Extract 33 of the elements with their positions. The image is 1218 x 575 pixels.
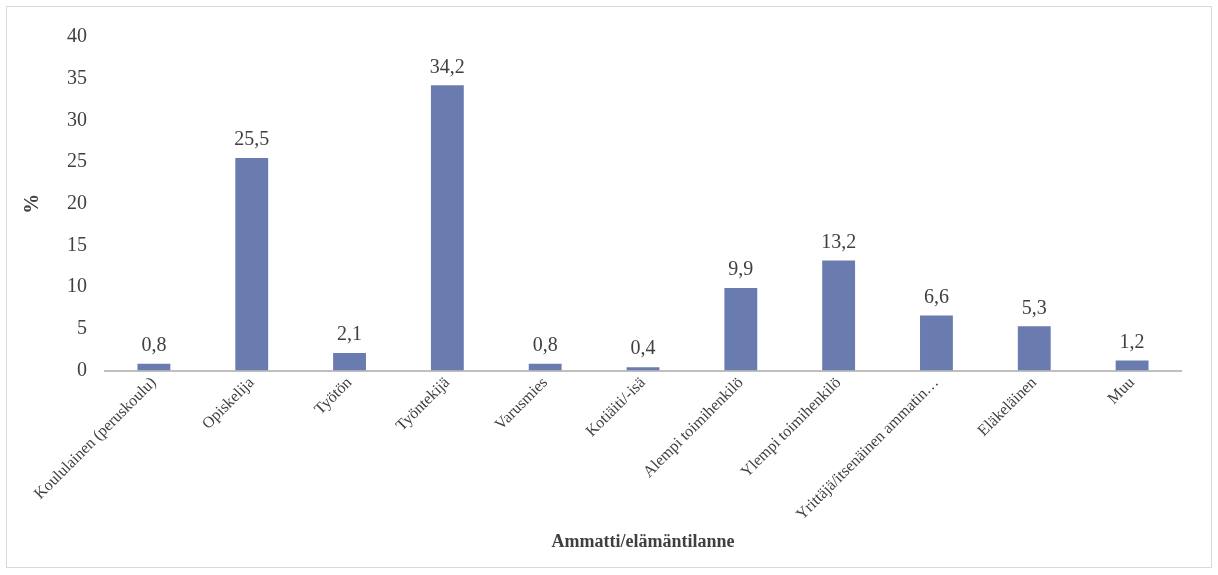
- data-label: 9,9: [728, 257, 754, 280]
- data-label: 0,4: [630, 336, 656, 359]
- y-tick-label: 30: [67, 107, 87, 130]
- x-tick-label: Muu: [1103, 373, 1138, 407]
- y-tick-label: 20: [67, 191, 87, 214]
- bar: [430, 85, 464, 371]
- y-tick-label: 40: [67, 24, 87, 47]
- bar: [528, 363, 562, 371]
- y-tick-label: 35: [67, 65, 87, 88]
- y-tick-label: 15: [67, 232, 87, 255]
- bar: [920, 315, 953, 371]
- bar: [724, 287, 758, 371]
- y-tick-label: 25: [67, 149, 87, 172]
- bar: [1115, 360, 1149, 371]
- y-tick-label: 5: [77, 316, 87, 339]
- bar: [822, 260, 856, 371]
- data-label: 0,8: [141, 333, 167, 356]
- y-tick-label: 10: [67, 274, 87, 297]
- data-label: 34,2: [429, 54, 465, 77]
- data-label: 6,6: [923, 284, 949, 307]
- bar: [1017, 326, 1051, 371]
- data-label: 2,1: [337, 322, 363, 345]
- y-axis-title: %: [20, 193, 43, 214]
- data-label: 1,2: [1119, 329, 1145, 352]
- x-axis-title: Ammatti/elämäntilanne: [551, 530, 735, 551]
- bar: [235, 157, 269, 371]
- data-label: 13,2: [821, 229, 857, 252]
- bar: [333, 353, 366, 371]
- data-label: 5,3: [1021, 295, 1047, 318]
- data-label: 25,5: [234, 127, 270, 150]
- y-tick-label: 0: [77, 357, 87, 380]
- data-label: 0,8: [532, 333, 558, 356]
- bar: [137, 363, 171, 371]
